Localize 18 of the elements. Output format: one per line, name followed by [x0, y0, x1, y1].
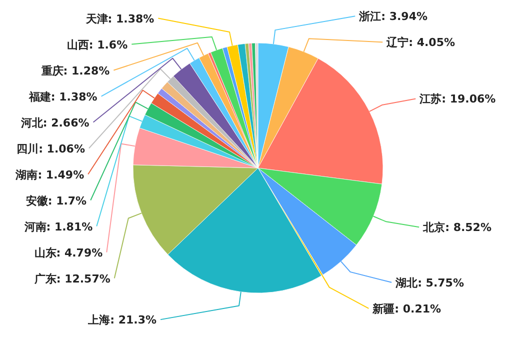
slice-label: 广东: 12.57% [33, 272, 110, 286]
slice-label: 湖北: 5.75% [394, 276, 464, 290]
slice-label: 湖南: 1.49% [14, 168, 84, 182]
slice-label: 天津: 1.38% [84, 12, 154, 26]
slice-label: 上海: 21.3% [87, 314, 157, 327]
slice-label: 河南: 1.81% [23, 220, 93, 234]
slice-label: 新疆: 0.21% [372, 302, 442, 316]
slice-label: 安徽: 1.7% [26, 194, 87, 208]
slice-label: 浙江: 3.94% [358, 10, 428, 24]
slice-label: 重庆: 1.28% [40, 64, 110, 78]
slice-label: 河北: 2.66% [20, 116, 90, 130]
slice-label: 北京: 8.52% [422, 221, 492, 234]
slice-label: 江苏: 19.06% [418, 92, 496, 106]
slice-label: 山西: 1.6% [66, 38, 128, 52]
slice-label: 辽宁: 4.05% [386, 36, 456, 50]
slice-label: 四川: 1.06% [16, 142, 85, 156]
slice-label: 山东: 4.79% [34, 246, 103, 260]
slice-label: 福建: 1.38% [28, 90, 98, 104]
